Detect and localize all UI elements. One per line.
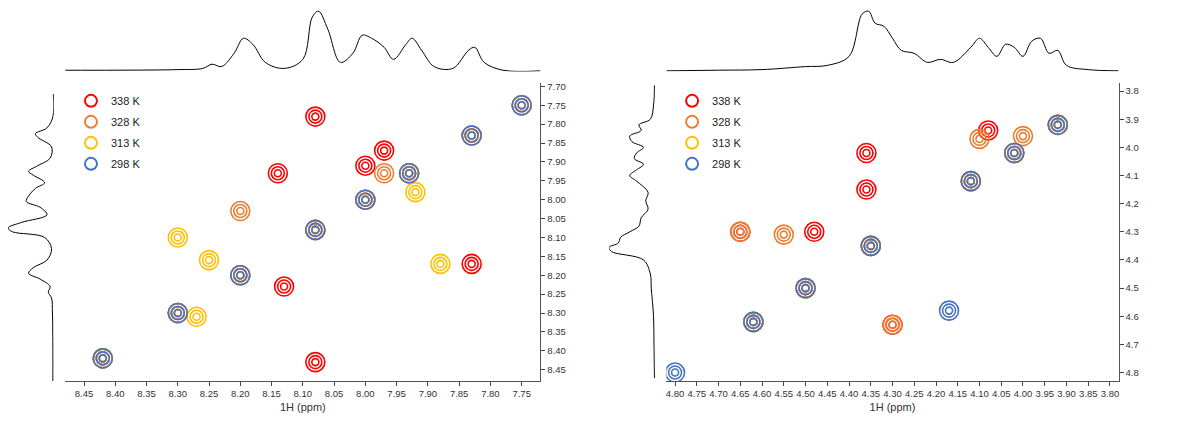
- svg-text:7.80: 7.80: [547, 118, 566, 129]
- svg-text:8.35: 8.35: [547, 326, 566, 337]
- svg-text:7.70: 7.70: [547, 81, 566, 92]
- svg-text:4.7: 4.7: [1126, 339, 1139, 350]
- svg-text:8.05: 8.05: [325, 388, 344, 399]
- svg-text:4.15: 4.15: [948, 388, 967, 399]
- svg-text:4.4: 4.4: [1126, 254, 1139, 265]
- svg-text:8.40: 8.40: [547, 345, 566, 356]
- svg-text:3.90: 3.90: [1057, 388, 1076, 399]
- svg-text:4.75: 4.75: [688, 388, 707, 399]
- svg-text:8.00: 8.00: [356, 388, 375, 399]
- svg-text:4.1: 4.1: [1126, 170, 1139, 181]
- svg-text:7.90: 7.90: [547, 156, 566, 167]
- svg-text:7.75: 7.75: [512, 388, 531, 399]
- svg-text:4.3: 4.3: [1126, 226, 1139, 237]
- svg-text:8.20: 8.20: [547, 270, 566, 281]
- svg-text:3.80: 3.80: [1101, 388, 1120, 399]
- svg-text:4.20: 4.20: [927, 388, 946, 399]
- svg-text:8.10: 8.10: [294, 388, 313, 399]
- svg-text:8.40: 8.40: [106, 388, 125, 399]
- svg-text:4.6: 4.6: [1126, 311, 1139, 322]
- svg-text:4.10: 4.10: [970, 388, 989, 399]
- svg-text:3.95: 3.95: [1035, 388, 1054, 399]
- svg-text:4.60: 4.60: [753, 388, 772, 399]
- svg-text:338 K: 338 K: [712, 95, 741, 107]
- svg-text:4.00: 4.00: [1014, 388, 1033, 399]
- svg-text:7.85: 7.85: [450, 388, 469, 399]
- svg-text:8.10: 8.10: [547, 232, 566, 243]
- svg-text:3.9: 3.9: [1126, 114, 1139, 125]
- svg-text:1H (ppm): 1H (ppm): [870, 401, 916, 413]
- svg-text:338 K: 338 K: [111, 95, 140, 107]
- svg-text:4.05: 4.05: [992, 388, 1011, 399]
- svg-text:328 K: 328 K: [712, 116, 741, 128]
- svg-text:1H (ppm): 1H (ppm): [280, 401, 326, 413]
- svg-text:4.55: 4.55: [775, 388, 794, 399]
- svg-text:4.0: 4.0: [1126, 142, 1139, 153]
- svg-text:8.30: 8.30: [169, 388, 188, 399]
- svg-text:313 K: 313 K: [712, 137, 741, 149]
- svg-text:4.8: 4.8: [1126, 367, 1139, 378]
- svg-text:4.2: 4.2: [1126, 198, 1139, 209]
- svg-text:8.20: 8.20: [231, 388, 250, 399]
- svg-text:8.35: 8.35: [137, 388, 156, 399]
- svg-text:4.45: 4.45: [818, 388, 837, 399]
- svg-text:7.80: 7.80: [481, 388, 500, 399]
- svg-text:8.30: 8.30: [547, 307, 566, 318]
- svg-text:4.25: 4.25: [905, 388, 924, 399]
- svg-text:298 K: 298 K: [111, 158, 140, 170]
- svg-text:8.45: 8.45: [547, 364, 566, 375]
- svg-text:298 K: 298 K: [712, 158, 741, 170]
- svg-text:4.65: 4.65: [731, 388, 750, 399]
- svg-text:4.50: 4.50: [796, 388, 815, 399]
- svg-text:4.5: 4.5: [1126, 282, 1139, 293]
- svg-text:8.25: 8.25: [200, 388, 219, 399]
- svg-text:7.95: 7.95: [547, 175, 566, 186]
- svg-text:3.85: 3.85: [1079, 388, 1098, 399]
- svg-text:4.35: 4.35: [862, 388, 881, 399]
- svg-text:4.30: 4.30: [883, 388, 902, 399]
- svg-text:8.45: 8.45: [75, 388, 94, 399]
- svg-text:8.15: 8.15: [547, 251, 566, 262]
- svg-text:8.05: 8.05: [547, 213, 566, 224]
- svg-text:7.75: 7.75: [547, 100, 566, 111]
- svg-text:4.70: 4.70: [709, 388, 728, 399]
- svg-text:7.85: 7.85: [547, 137, 566, 148]
- svg-text:7.95: 7.95: [387, 388, 406, 399]
- svg-text:4.80: 4.80: [666, 388, 685, 399]
- svg-text:8.25: 8.25: [547, 288, 566, 299]
- svg-text:4.40: 4.40: [840, 388, 859, 399]
- svg-text:313 K: 313 K: [111, 137, 140, 149]
- svg-text:8.00: 8.00: [547, 194, 566, 205]
- svg-text:7.90: 7.90: [419, 388, 438, 399]
- svg-text:328 K: 328 K: [111, 116, 140, 128]
- svg-text:3.8: 3.8: [1126, 85, 1139, 96]
- svg-text:8.15: 8.15: [262, 388, 281, 399]
